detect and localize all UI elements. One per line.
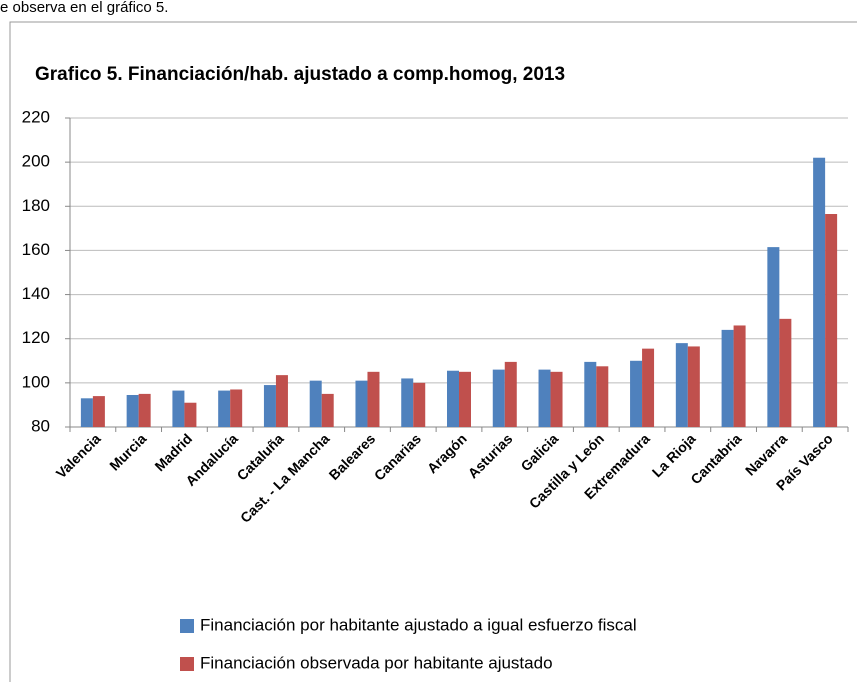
- bar: [138, 393, 151, 427]
- bar: [355, 380, 368, 427]
- bar: [263, 385, 276, 427]
- bar: [767, 247, 780, 427]
- chart-frame: [9, 21, 857, 687]
- y-tick-label: 100: [22, 372, 50, 391]
- x-tick-label: Murcia: [106, 430, 149, 473]
- bar: [459, 371, 471, 427]
- legend-swatch: [180, 619, 194, 633]
- bar: [813, 157, 826, 427]
- bar: [675, 343, 688, 427]
- bar: [630, 360, 643, 427]
- bar: [687, 346, 700, 427]
- x-tick-label: Madrid: [151, 430, 195, 474]
- y-tick-label: 120: [22, 328, 50, 347]
- y-tick-label: 160: [22, 240, 50, 259]
- bar: [321, 393, 334, 427]
- x-tick-label: Galicia: [517, 430, 561, 474]
- x-tick-label: Aragón: [424, 430, 470, 476]
- bar: [504, 361, 517, 427]
- x-tick-label: Cast. - La Mancha: [237, 430, 333, 526]
- bar: [80, 398, 93, 427]
- bar: [596, 366, 609, 427]
- bar: [584, 361, 597, 427]
- bar: [721, 329, 734, 427]
- bar: [825, 214, 838, 427]
- bar: [779, 318, 792, 427]
- bar: [172, 390, 185, 427]
- bar: [733, 325, 746, 427]
- y-tick-label: 200: [22, 152, 50, 171]
- bar: [413, 382, 426, 427]
- bar: [642, 348, 655, 427]
- bar: [447, 370, 459, 427]
- x-tick-label: Valencia: [53, 430, 104, 481]
- bar: [126, 394, 139, 427]
- bar: [367, 371, 380, 427]
- legend-label: Financiación observada por habitante aju…: [200, 653, 553, 672]
- bar: [92, 396, 105, 427]
- chart-title: Grafico 5. Financiación/hab. ajustado a …: [35, 64, 565, 85]
- bar: [230, 389, 243, 427]
- bar: [275, 375, 288, 427]
- bar: [184, 402, 197, 427]
- x-tick-label: Asturias: [465, 430, 516, 481]
- legend-label: Financiación por habitante ajustado a ig…: [200, 615, 637, 634]
- x-tick-label: Cantabria: [687, 430, 744, 487]
- y-tick-label: 140: [22, 284, 50, 303]
- bar: [550, 371, 563, 427]
- x-tick-label: Canarias: [371, 430, 424, 483]
- bar: [492, 369, 505, 427]
- bar: [218, 390, 231, 427]
- y-tick-label: 220: [22, 107, 50, 126]
- x-tick-label: Baleares: [326, 430, 379, 483]
- context-text: e observa en el gráfico 5.: [0, 0, 168, 16]
- y-tick-label: 80: [31, 416, 50, 435]
- bar: [309, 380, 322, 427]
- y-tick-label: 180: [22, 196, 50, 215]
- legend-swatch: [180, 657, 194, 671]
- bar: [538, 369, 551, 427]
- bar: [401, 378, 414, 427]
